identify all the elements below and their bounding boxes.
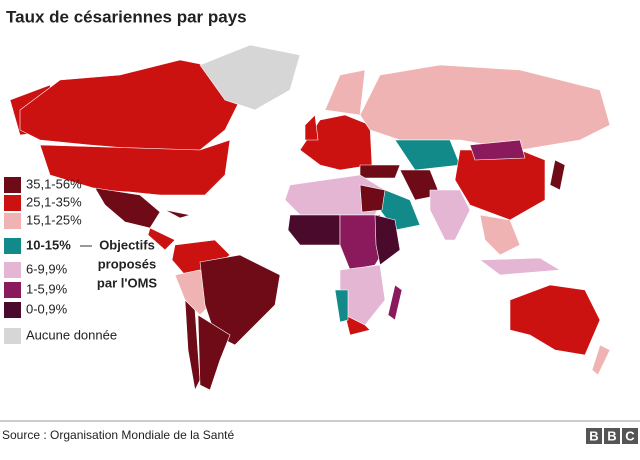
logo-box bbox=[586, 428, 602, 444]
country bbox=[199, 44, 301, 111]
country bbox=[454, 149, 546, 221]
logo-letter: B bbox=[589, 428, 598, 443]
country bbox=[549, 159, 566, 191]
annotation: Objectifs proposés par l'OMS bbox=[97, 237, 157, 290]
legend-label: 35,1-56% bbox=[26, 176, 82, 191]
legend-swatch bbox=[4, 177, 21, 193]
title: Taux de césariennes par pays bbox=[6, 7, 247, 26]
country bbox=[509, 284, 601, 356]
country bbox=[299, 114, 373, 171]
country bbox=[359, 184, 386, 213]
annotation-line: proposés bbox=[98, 256, 157, 271]
country bbox=[429, 189, 471, 241]
legend-label: 15,1-25% bbox=[26, 212, 82, 227]
country bbox=[469, 139, 526, 161]
legend-swatch bbox=[4, 213, 21, 229]
legend-label: 25,1-35% bbox=[26, 194, 82, 209]
legend-swatch bbox=[4, 282, 21, 298]
country bbox=[334, 289, 349, 323]
legend-label: 1-5,9% bbox=[26, 281, 68, 296]
country bbox=[39, 139, 231, 196]
country bbox=[164, 209, 191, 219]
country bbox=[479, 257, 561, 276]
logo-box bbox=[622, 428, 638, 444]
logo-letter: C bbox=[625, 428, 635, 443]
country bbox=[324, 69, 366, 116]
legend-label: 10-15% bbox=[26, 237, 71, 252]
legend: 35,1-56% 25,1-35% 15,1-25% 10-15% 6-9,9% 1-5,… bbox=[4, 176, 117, 344]
country bbox=[359, 164, 401, 179]
world-map bbox=[9, 44, 611, 391]
country bbox=[147, 227, 176, 251]
country bbox=[359, 64, 611, 151]
annotation-line: par l'OMS bbox=[97, 275, 157, 290]
legend-label: 0-0,9% bbox=[26, 301, 68, 316]
legend-swatch bbox=[4, 328, 21, 344]
legend-swatch bbox=[4, 238, 21, 254]
country bbox=[374, 214, 401, 266]
country bbox=[287, 214, 341, 246]
logo-box bbox=[604, 428, 620, 444]
country bbox=[479, 214, 521, 256]
country bbox=[344, 314, 371, 336]
country bbox=[197, 314, 231, 391]
country bbox=[591, 344, 611, 376]
country bbox=[304, 114, 319, 141]
logo-letter: B bbox=[607, 428, 616, 443]
country bbox=[394, 139, 461, 171]
country bbox=[184, 299, 201, 391]
country bbox=[387, 284, 403, 321]
country bbox=[19, 59, 241, 151]
legend-swatch bbox=[4, 195, 21, 211]
legend-label: 6-9,9% bbox=[26, 261, 68, 276]
country bbox=[199, 254, 281, 346]
source: Source : Organisation Mondiale de la San… bbox=[2, 428, 234, 442]
legend-swatch bbox=[4, 302, 21, 318]
legend-swatch bbox=[4, 262, 21, 278]
legend-label: Aucune donnée bbox=[26, 327, 117, 342]
annotation-line: Objectifs bbox=[99, 237, 155, 252]
